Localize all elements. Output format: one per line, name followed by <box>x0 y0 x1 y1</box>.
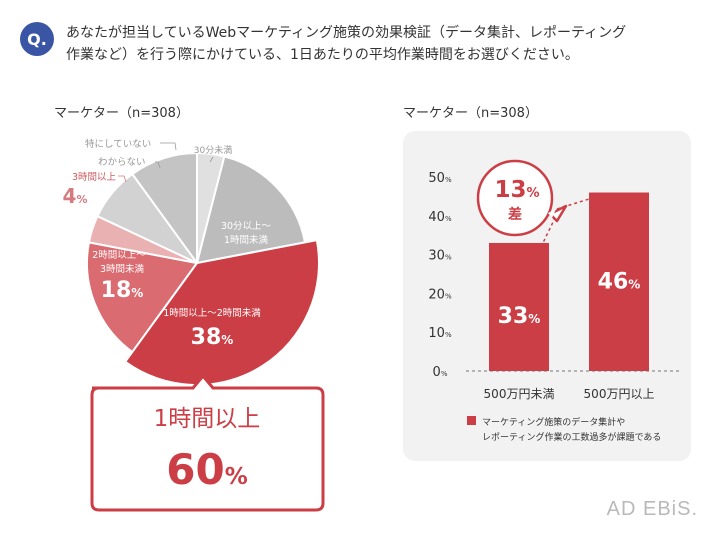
diff-bubble-tail <box>548 204 568 223</box>
pie-label-2h-3h-line1: 2時間以上～ <box>92 250 146 261</box>
y-tick-10: 10% <box>428 326 452 341</box>
x-label-1: 500万円未満 <box>484 387 555 401</box>
leader-3h-over <box>118 175 127 183</box>
question-badge: Q. <box>20 22 54 56</box>
pie-slice-4 <box>86 241 199 354</box>
pie-label-1h-2h: 1時間以上～2時間未満 <box>163 307 261 319</box>
pie-value-2h-3h: 18% <box>101 278 144 303</box>
legend-line-1: マーケティング施策のデータ集計や <box>482 416 625 428</box>
pie-label-30min-under: 30分未満 <box>194 144 232 156</box>
pie-slice-7 <box>130 151 198 267</box>
leader-none <box>160 142 177 151</box>
pie-value-3h-over: 4% <box>63 184 88 208</box>
diff-line-connector <box>540 217 556 248</box>
pie-label-none: 特にしていない <box>85 138 151 150</box>
pie-label-30min-1h-line2: 1時間未満 <box>224 234 269 246</box>
legend-line-2: レポーティング作業の工数過多が課題である <box>482 431 661 443</box>
pie-label-2h-3h-line2: 3時間未満 <box>100 263 145 275</box>
bar-2 <box>589 192 649 371</box>
pie-label-unknown: わからない <box>98 157 146 168</box>
pie-title: マーケター（n=308） <box>54 106 189 121</box>
question-text: あなたが担当しているWebマーケティング施策の効果検証（データ集計、レポーティン… <box>66 22 686 66</box>
diff-label: 差 <box>508 206 522 223</box>
x-label-2: 500万円以上 <box>584 387 655 401</box>
bar-value-1: 33% <box>498 304 541 329</box>
bar-1 <box>489 242 549 371</box>
question-line-1: あなたが担当しているWebマーケティング施策の効果検証（データ集計、レポーティン… <box>66 25 627 41</box>
y-tick-40: 40% <box>428 210 452 225</box>
brand-logo: AD EBiS. <box>606 498 698 520</box>
diff-bubble-tail-cover <box>548 209 556 218</box>
diff-value: 13% <box>494 177 539 203</box>
legend-swatch <box>467 416 476 425</box>
y-tick-50: 50% <box>428 171 452 186</box>
y-tick-20: 20% <box>428 287 452 302</box>
callout-label: 1時間以上 <box>154 406 261 432</box>
callout-value: 60% <box>166 445 248 494</box>
bar-title: マーケター（n=308） <box>403 106 538 121</box>
y-tick-30: 30% <box>428 249 452 264</box>
y-tick-0: 0% <box>433 365 448 380</box>
leader-unknown <box>155 161 161 169</box>
pie-value-1h-2h: 38% <box>191 325 234 350</box>
pie-label-3h-over: 3時間以上 <box>72 172 117 183</box>
callout-box <box>90 373 325 512</box>
pie-slice-2 <box>195 155 307 265</box>
pie-label-30min-1h-line1: 30分以上～ <box>221 221 272 232</box>
diff-bubble <box>476 159 554 237</box>
bar-value-2: 46% <box>598 270 641 295</box>
pie-slice-highlight <box>123 238 320 386</box>
question-line-2: 作業など）を行う際にかけている、1日あたりの平均作業時間をお選びください。 <box>66 47 579 63</box>
leader-30min-under <box>209 156 214 163</box>
